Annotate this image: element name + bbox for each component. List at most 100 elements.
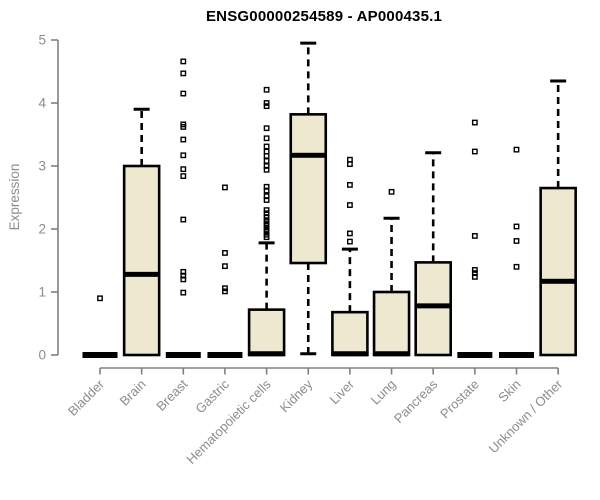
y-axis-label: Expression: [7, 163, 22, 231]
box-group-liver: [331, 156, 369, 357]
box-iqr: [289, 113, 328, 265]
outlier-point: [222, 250, 228, 256]
outlier-point: [263, 158, 270, 164]
x-tick-label: Brain: [117, 377, 149, 409]
outlier-point: [513, 146, 520, 153]
outlier-point: [180, 70, 187, 77]
box-group-hematopoietic-cells: [247, 86, 286, 357]
box-iqr: [372, 290, 411, 357]
outlier-point: [347, 202, 353, 208]
box-group-lung: [372, 188, 411, 357]
outlier-point: [180, 216, 187, 223]
box-iqr: [247, 308, 286, 357]
x-tick-label: Kidney: [277, 376, 316, 415]
box-iqr: [122, 164, 161, 357]
outlier-point: [347, 230, 353, 237]
outlier-point: [263, 207, 270, 213]
outlier-point: [513, 263, 520, 270]
outlier-point: [513, 223, 520, 230]
outlier-point: [347, 181, 353, 188]
median-bar: [374, 351, 410, 357]
x-tick-label: Breast: [153, 376, 190, 413]
median-bar: [332, 351, 368, 357]
outlier-point: [263, 183, 270, 190]
median-bar: [457, 352, 493, 358]
outlier-point: [263, 193, 270, 200]
box-iqr: [331, 310, 369, 357]
outlier-point: [347, 156, 353, 163]
outlier-point: [222, 285, 228, 292]
outlier-point: [388, 188, 395, 195]
outlier-point: [180, 121, 187, 128]
chart-title: ENSG00000254589 - AP000435.1: [205, 8, 443, 25]
box-iqr: [414, 261, 453, 357]
median-bar: [82, 352, 118, 358]
y-tick-label: 5: [38, 33, 46, 48]
outlier-point: [263, 100, 270, 106]
y-tick-label: 4: [38, 96, 46, 111]
outlier-point: [513, 238, 520, 244]
x-tick-label: Pancreas: [391, 376, 441, 426]
box-iqr: [539, 186, 577, 357]
outlier-point: [97, 295, 103, 302]
box-group-gastric: [207, 184, 243, 358]
median-bar: [540, 278, 576, 284]
outlier-point: [263, 143, 270, 150]
outlier-point: [222, 288, 228, 295]
x-tick-label: Lung: [368, 377, 399, 408]
outlier-point: [180, 152, 187, 159]
median-bar: [249, 351, 285, 357]
median-bar: [207, 352, 243, 358]
box-group-breast: [165, 58, 201, 358]
outlier-point: [263, 86, 270, 93]
x-tick-label: Prostate: [437, 377, 482, 422]
y-tick-label: 1: [38, 285, 46, 300]
outlier-point: [263, 210, 270, 217]
outlier-point: [263, 135, 270, 142]
outlier-point: [180, 289, 187, 296]
box-group-skin: [499, 146, 534, 358]
box-group-prostate: [457, 119, 493, 358]
x-tick-label: Gastric: [192, 376, 232, 416]
box-group-kidney: [289, 41, 328, 356]
outlier-point: [222, 184, 228, 191]
outlier-point: [222, 263, 228, 270]
outlier-point: [471, 119, 478, 126]
outlier-point: [263, 220, 270, 227]
outlier-point: [471, 148, 478, 155]
median-bar: [499, 352, 534, 358]
box-group-bladder: [82, 295, 118, 358]
median-bar: [415, 303, 451, 309]
y-tick-label: 0: [38, 348, 46, 363]
outlier-point: [180, 268, 187, 275]
outlier-point: [180, 58, 187, 65]
outlier-point: [180, 173, 187, 179]
box-group-pancreas: [414, 151, 453, 357]
x-tick-label: Unknown / Other: [486, 376, 566, 456]
median-bar: [290, 152, 326, 158]
x-tick-label: Liver: [326, 376, 357, 407]
outlier-point: [180, 136, 187, 143]
outlier-point: [263, 103, 270, 110]
y-axis: 0 1 2 3 4 5: [38, 33, 59, 363]
outlier-point: [263, 217, 270, 224]
outlier-point: [180, 166, 187, 173]
median-bar: [165, 352, 201, 358]
outlier-point: [180, 90, 187, 97]
outlier-point: [471, 270, 478, 276]
outlier-point: [347, 238, 353, 245]
outlier-point: [263, 163, 270, 169]
median-bar: [124, 271, 160, 277]
outlier-point: [263, 148, 270, 155]
outlier-point: [471, 233, 478, 239]
outlier-point: [263, 125, 270, 132]
y-tick-label: 3: [38, 159, 46, 174]
outlier-point: [471, 267, 478, 273]
x-tick-label: Bladder: [65, 376, 108, 419]
box-group-brain: [122, 107, 161, 357]
outlier-point: [263, 231, 270, 238]
y-tick-label: 2: [38, 222, 46, 237]
